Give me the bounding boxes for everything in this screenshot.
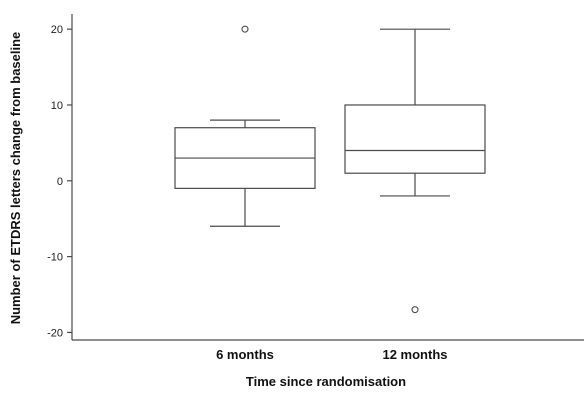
y-tick-label: 10 — [51, 100, 63, 112]
outlier-point — [411, 306, 419, 314]
x-category-label: 6 months — [216, 347, 274, 362]
iqr-box — [344, 104, 486, 174]
y-tick-label: 20 — [51, 24, 63, 36]
x-category-label: 12 months — [382, 347, 447, 362]
y-ticks: 20 10 0 -10 -20 — [47, 24, 72, 339]
outlier-point — [241, 25, 249, 33]
box-1 — [174, 25, 316, 227]
box-2 — [344, 28, 486, 314]
x-axis-title: Time since randomisation — [246, 374, 406, 389]
boxes — [174, 25, 486, 314]
y-tick-label: -20 — [47, 327, 63, 339]
x-category-labels: 6 months 12 months — [216, 347, 447, 362]
axes — [71, 14, 584, 341]
y-tick-label: -10 — [47, 252, 63, 264]
y-axis-title: Number of ETDRS letters change from base… — [8, 32, 23, 325]
y-tick-label: 0 — [57, 176, 63, 188]
